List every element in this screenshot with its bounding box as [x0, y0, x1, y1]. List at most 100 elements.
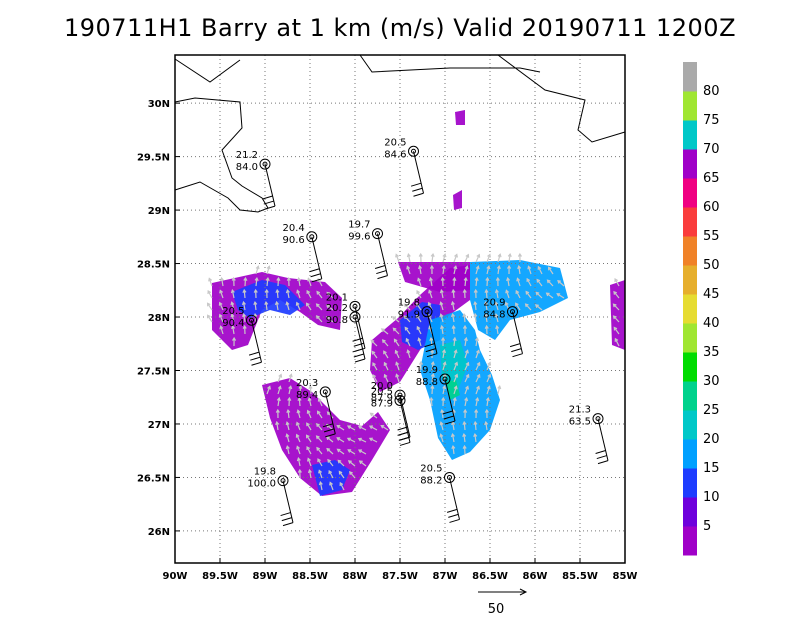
wind-vector	[316, 423, 323, 431]
wind-vector	[404, 315, 411, 323]
wind-vector-head	[285, 445, 290, 450]
station-marker-outer	[507, 306, 518, 318]
wind-vector-head	[450, 312, 456, 318]
wind-vector-head	[405, 337, 410, 342]
wind-vector	[428, 290, 433, 299]
wind-vector-head	[380, 328, 385, 333]
wind-vector	[405, 338, 411, 347]
wind-vector	[613, 291, 620, 299]
wind-vector-head	[476, 349, 480, 354]
wind-vector-head	[253, 300, 258, 306]
wind-vector-head	[614, 277, 618, 283]
reference-vector-label: 50	[488, 602, 505, 617]
wind-vector	[406, 266, 411, 275]
wind-vector	[535, 291, 543, 299]
station-marker-outer	[394, 389, 406, 401]
station-top-value: 19.9	[416, 365, 438, 376]
wind-vector	[474, 302, 477, 311]
wind-vector	[431, 385, 434, 395]
wind-vector	[453, 362, 458, 371]
wind-vector	[308, 398, 312, 407]
wind-vector	[369, 425, 378, 431]
wind-vector	[316, 447, 323, 455]
wind-vector-head	[485, 276, 490, 281]
wind-vector-head	[383, 350, 387, 355]
wind-vector	[475, 374, 481, 383]
wind-vector-head	[450, 432, 455, 438]
latitude-labels: 26N 26.5N 27N 27.5N 28N 28.5N 29N 29.5N 30N	[137, 99, 180, 538]
wind-vector-head	[336, 448, 341, 453]
station-top-value: 19.8	[398, 298, 420, 309]
coastline	[174, 54, 626, 213]
wind-vector	[255, 278, 258, 287]
wind-vector	[464, 362, 469, 371]
wind-vector-head	[442, 361, 447, 366]
wind-vector-head	[285, 433, 290, 438]
wind-vector-head	[231, 336, 237, 341]
wind-vector-head	[462, 324, 468, 329]
wind-barb-staff	[311, 236, 323, 279]
wind-barb-flag	[413, 192, 424, 197]
wind-barb-staff	[282, 480, 294, 523]
station: 20.490.6	[283, 223, 323, 283]
wind-vector	[316, 435, 323, 443]
wind-vector-head	[474, 276, 479, 282]
wind-vector	[475, 337, 478, 347]
wind-vector-head	[453, 385, 458, 390]
wind-vector-head	[306, 289, 311, 294]
wind-vector	[431, 254, 434, 263]
wind-vector	[495, 289, 499, 299]
station-top-value: 20.5	[384, 137, 406, 148]
wind-vector-head	[525, 290, 530, 295]
wind-vector-head	[219, 289, 224, 294]
wind-vector	[440, 302, 444, 311]
wind-vector-head	[487, 373, 492, 378]
wind-vector-head	[297, 468, 302, 473]
wind-vector	[442, 362, 446, 371]
wind-vector-head	[440, 324, 445, 330]
station-bottom-value: 84.0	[236, 162, 258, 173]
wind-barb-flag	[311, 278, 322, 283]
wind-vector	[220, 326, 224, 335]
wind-vector-head	[505, 289, 510, 294]
wind-vector	[296, 446, 301, 455]
wind-vector	[221, 277, 224, 287]
wind-vector-head	[316, 422, 320, 427]
wind-vector	[515, 302, 521, 311]
wind-vector	[505, 290, 510, 299]
wind-vector	[453, 277, 456, 287]
wind-vector-head	[476, 373, 481, 378]
wind-vector	[497, 386, 501, 395]
wind-vector	[317, 458, 323, 467]
wind-vector-head	[439, 289, 444, 294]
colorbar-label: 20	[703, 432, 720, 447]
station-marker-outer	[408, 145, 419, 157]
longitude-label: 90W	[163, 571, 188, 582]
station-marker-outer	[259, 158, 271, 170]
wind-vector-head	[416, 325, 421, 330]
wind-vector-head	[415, 302, 420, 307]
wind-vector	[547, 279, 554, 287]
wind-vector	[308, 469, 312, 479]
wind-vector	[329, 482, 334, 491]
wind-vector	[395, 374, 400, 383]
station-marker-outer	[246, 314, 257, 326]
wind-vector-head	[487, 361, 492, 366]
wind-vector-head	[484, 408, 489, 413]
longitude-label: 89W	[253, 571, 278, 582]
wind-vector	[296, 290, 301, 299]
wind-vector	[430, 397, 433, 407]
wind-vector	[395, 254, 400, 263]
station-bottom-value: 87.9	[371, 393, 393, 404]
wind-vector-head	[495, 276, 500, 281]
longitude-label: 87.5W	[382, 571, 418, 582]
wind-vector-head	[296, 445, 300, 450]
wind-vector-head	[440, 336, 446, 341]
wind-barb-flag	[323, 428, 335, 433]
wind-barb-staff	[413, 151, 424, 194]
wind-barb-flag	[410, 182, 422, 187]
wind-barb-flag	[442, 410, 453, 415]
wind-vector	[453, 350, 457, 359]
wind-vector	[614, 338, 620, 347]
station-marker-outer	[444, 471, 455, 483]
